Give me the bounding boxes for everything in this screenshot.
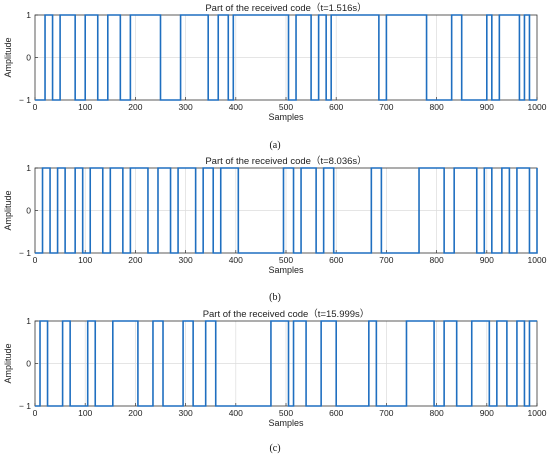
x-tick-label: 700 (379, 102, 393, 112)
y-tick-label: − 1 (19, 401, 31, 411)
y-tick-label: 0 (26, 53, 31, 63)
x-tick-label: 200 (128, 102, 142, 112)
x-tick-label: 0 (33, 102, 38, 112)
x-tick-label: 1000 (528, 408, 547, 418)
y-tick-label: 1 (26, 316, 31, 326)
chart-title: Part of the received code（t=15.999s） (203, 308, 370, 320)
chart-svg-b: Part of the received code（t=8.036s） 0 100 2… (3, 155, 547, 275)
x-tick-label: 100 (78, 102, 92, 112)
x-tick-label: 800 (430, 408, 444, 418)
x-tick-label: 800 (430, 102, 444, 112)
caption-a: (a) (269, 140, 281, 151)
caption-c: (c) (269, 443, 281, 454)
x-tick-label: 300 (179, 255, 193, 265)
chart-title: Part of the received code（t=1.516s） (205, 2, 366, 14)
y-tick-label: 0 (26, 359, 31, 369)
x-tick-label: 900 (480, 102, 494, 112)
x-tick-label: 300 (179, 408, 193, 418)
x-tick-label: 700 (379, 408, 393, 418)
x-axis-label: Samples (268, 265, 304, 275)
chart-svg-a: Part of the received code（t=1.516s） 0 100 2… (3, 2, 547, 122)
x-tick-label: 900 (480, 255, 494, 265)
x-tick-label: 100 (78, 255, 92, 265)
x-tick-label: 400 (229, 408, 243, 418)
code-series-line (35, 167, 538, 254)
x-tick-label: 1000 (528, 102, 547, 112)
x-tick-label: 500 (279, 408, 293, 418)
x-axis-label: Samples (268, 112, 304, 122)
y-axis-label: Amplitude (3, 37, 13, 77)
y-axis-label: Amplitude (3, 190, 13, 230)
x-tick-label: 0 (33, 408, 38, 418)
x-tick-label: 500 (279, 102, 293, 112)
code-series-line (35, 320, 537, 407)
x-tick-label: 400 (229, 255, 243, 265)
y-tick-label: 1 (26, 163, 31, 173)
chart-panel-b: Part of the received code（t=8.036s） 0 100 2… (0, 153, 550, 291)
y-tick-label: 1 (26, 10, 31, 20)
x-tick-label: 600 (329, 408, 343, 418)
chart-panel-a: Part of the received code（t=1.516s） 0 100 2… (0, 0, 550, 138)
caption-b: (b) (269, 292, 281, 303)
x-tick-label: 700 (379, 255, 393, 265)
code-series-line (35, 14, 537, 101)
y-tick-label: − 1 (19, 95, 31, 105)
x-tick-label: 900 (480, 408, 494, 418)
y-tick-label: 0 (26, 206, 31, 216)
x-axis-label: Samples (268, 418, 304, 428)
x-tick-label: 200 (128, 408, 142, 418)
chart-title: Part of the received code（t=8.036s） (205, 155, 366, 167)
x-tick-label: 0 (33, 255, 38, 265)
x-tick-label: 100 (78, 408, 92, 418)
x-tick-label: 600 (329, 102, 343, 112)
y-tick-label: − 1 (19, 248, 31, 258)
x-tick-label: 1000 (528, 255, 547, 265)
x-tick-label: 500 (279, 255, 293, 265)
x-tick-label: 800 (430, 255, 444, 265)
chart-svg-c: Part of the received code（t=15.999s） 0 100… (3, 308, 547, 428)
x-tick-label: 200 (128, 255, 142, 265)
x-tick-label: 300 (179, 102, 193, 112)
x-tick-label: 400 (229, 102, 243, 112)
chart-panel-c: Part of the received code（t=15.999s） 0 100… (0, 306, 550, 444)
y-axis-label: Amplitude (3, 343, 13, 383)
x-tick-label: 600 (329, 255, 343, 265)
